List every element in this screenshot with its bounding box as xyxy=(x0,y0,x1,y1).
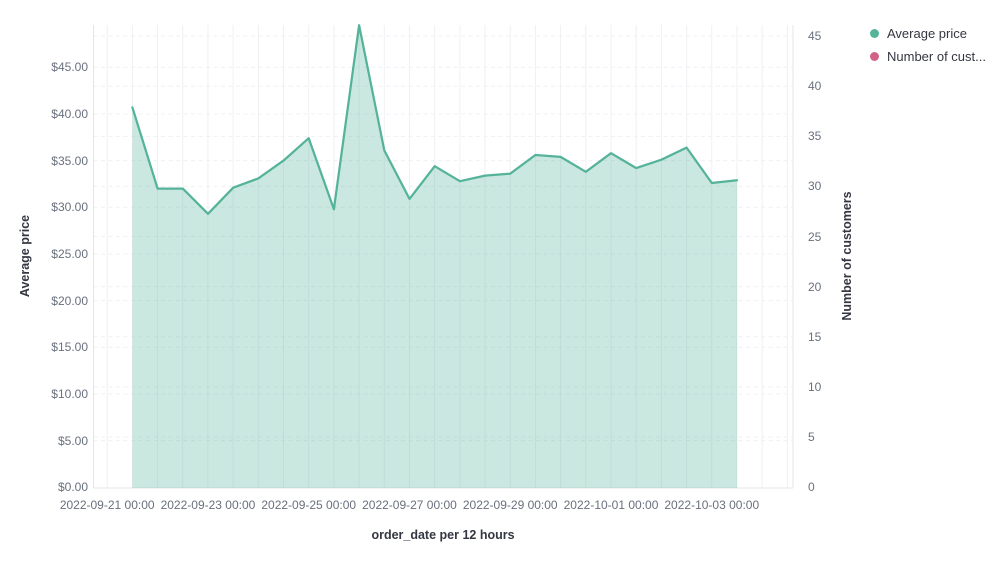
x-axis-tick-label: 2022-09-27 00:00 xyxy=(362,498,457,512)
right-axis-tick-label: 45 xyxy=(808,29,822,44)
right-axis-tick-label: 5 xyxy=(808,429,815,444)
right-axis-tick-label: 30 xyxy=(808,179,822,194)
x-axis-tick-label: 2022-09-25 00:00 xyxy=(261,498,357,512)
x-axis-tick-label: 2022-10-03 00:00 xyxy=(664,498,760,512)
left-axis-tick-label: $10.00 xyxy=(51,386,88,401)
right-axis-tick-label: 35 xyxy=(808,129,822,144)
left-axis-tick-label: $5.00 xyxy=(57,433,88,448)
right-axis-tick-label: 25 xyxy=(808,229,822,244)
right-axis-tick-label: 20 xyxy=(808,279,822,294)
x-axis-tick-label: 2022-10-01 00:00 xyxy=(563,498,659,512)
x-axis-title: order_date per 12 hours xyxy=(371,528,515,542)
x-axis-tick-label: 2022-09-23 00:00 xyxy=(160,498,256,512)
left-axis-tick-label: $30.00 xyxy=(51,200,88,215)
legend-item-average-price[interactable]: Average price xyxy=(870,22,986,45)
right-axis-tick-label: 0 xyxy=(808,480,815,495)
legend-item-label: Number of cust... xyxy=(887,49,986,64)
legend: Average price Number of cust... xyxy=(870,22,986,68)
average-price-line[interactable] xyxy=(131,24,739,215)
series-dot-icon xyxy=(870,29,879,38)
left-axis-tick-label: $15.00 xyxy=(51,340,88,355)
left-axis-tick-label: $0.00 xyxy=(57,480,88,495)
x-axis-tick-label: 2022-09-21 00:00 xyxy=(59,498,155,512)
axis-lines xyxy=(93,25,794,489)
legend-item-label: Average price xyxy=(887,26,967,41)
vertical-gridlines xyxy=(106,25,788,488)
left-axis-title: Average price xyxy=(18,214,32,298)
x-axis-tick-label: 2022-09-29 00:00 xyxy=(462,498,558,512)
right-axis-tick-label: 10 xyxy=(808,379,822,394)
series-dot-icon xyxy=(870,52,879,61)
left-axis-tick-label: $20.00 xyxy=(51,293,88,308)
left-axis-tick-label: $40.00 xyxy=(51,106,88,121)
left-axis-tick-label: $35.00 xyxy=(51,153,88,168)
right-axis-tick-label: 40 xyxy=(808,79,822,94)
left-axis-tick-label: $25.00 xyxy=(51,246,88,261)
average-price-area[interactable] xyxy=(132,25,737,489)
legend-item-number-of-customers[interactable]: Number of cust... xyxy=(870,45,986,68)
left-axis-tick-label: $45.00 xyxy=(51,60,88,75)
right-axis-tick-label: 15 xyxy=(808,329,822,344)
right-axis-title: Number of customers xyxy=(840,191,854,321)
